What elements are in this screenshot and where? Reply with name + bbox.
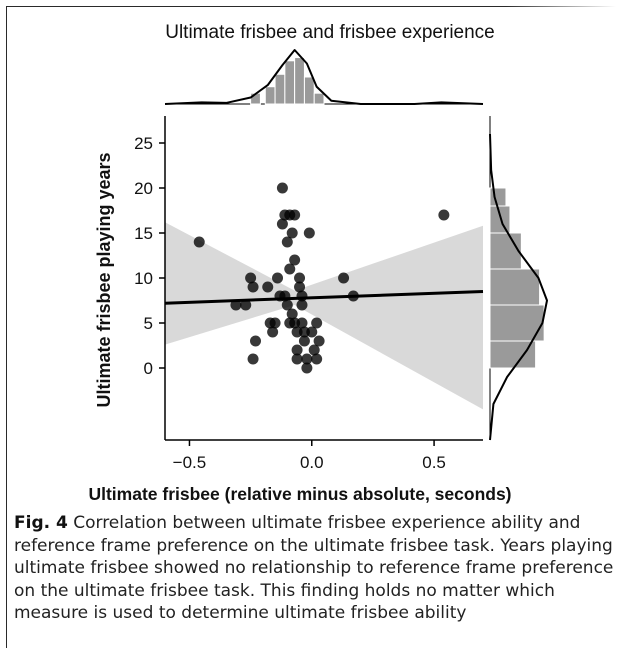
data-point bbox=[250, 335, 262, 347]
y-tick-label: 20 bbox=[134, 179, 153, 198]
x-tick-label: 0.5 bbox=[422, 453, 446, 472]
y-marginal-bar bbox=[489, 187, 507, 207]
data-point bbox=[272, 272, 284, 284]
data-point bbox=[311, 317, 323, 329]
data-point bbox=[276, 218, 288, 230]
data-point bbox=[301, 353, 313, 365]
y-axis-label: Ultimate frisbee playing years bbox=[94, 152, 114, 407]
chart-title: Ultimate frisbee and frisbee experience bbox=[165, 22, 495, 43]
y-marginal-density bbox=[489, 133, 548, 441]
data-point bbox=[281, 299, 293, 311]
x-marginal-bar bbox=[284, 60, 296, 105]
data-point bbox=[313, 335, 325, 347]
y-tick-label: 5 bbox=[144, 314, 153, 333]
x-marginal-bar bbox=[274, 73, 286, 105]
data-point bbox=[347, 290, 359, 302]
data-point bbox=[193, 236, 205, 248]
data-point bbox=[284, 263, 296, 275]
y-marginal-bar bbox=[489, 340, 537, 369]
joint-plot: 0 5 10 15 20 25 −0.5 0.0 0.5 Ultimate frisbee pl… bbox=[94, 49, 548, 472]
x-tick-label: 0.0 bbox=[300, 453, 324, 472]
x-marginal-bar bbox=[313, 92, 325, 105]
data-point bbox=[240, 299, 252, 311]
axes: 0 5 10 15 20 25 −0.5 0.0 0.5 bbox=[134, 116, 483, 472]
data-point bbox=[298, 335, 310, 347]
y-tick-label: 0 bbox=[144, 359, 153, 378]
x-marginal-bar bbox=[294, 57, 305, 105]
data-point bbox=[294, 272, 306, 284]
x-axis-label: Ultimate frisbee (relative minus absolut… bbox=[88, 484, 512, 504]
y-marginal-histogram bbox=[489, 116, 548, 441]
data-point bbox=[262, 281, 274, 293]
x-marginal-density bbox=[164, 49, 484, 105]
y-marginal-bar bbox=[489, 232, 522, 270]
data-point bbox=[291, 344, 303, 356]
regression-line bbox=[164, 290, 484, 305]
data-point bbox=[274, 290, 286, 302]
data-point bbox=[294, 281, 306, 293]
data-point bbox=[291, 353, 303, 365]
data-point bbox=[245, 272, 257, 284]
regression-line-path bbox=[164, 290, 484, 305]
data-point bbox=[276, 182, 288, 194]
y-marginal-bar bbox=[489, 268, 541, 306]
data-point bbox=[311, 353, 323, 365]
y-tick-label: 10 bbox=[134, 269, 153, 288]
data-point bbox=[301, 362, 313, 374]
y-tick-label: 15 bbox=[134, 224, 153, 243]
data-point bbox=[308, 344, 320, 356]
data-point bbox=[267, 326, 279, 338]
y-marginal-bar bbox=[489, 205, 511, 234]
figure-frame-top bbox=[6, 6, 506, 7]
y-tick-label: 25 bbox=[134, 134, 153, 153]
x-marginal-bar bbox=[303, 76, 315, 105]
data-point bbox=[438, 209, 450, 221]
data-point bbox=[281, 236, 293, 248]
data-point bbox=[306, 326, 318, 338]
data-point bbox=[230, 299, 242, 311]
data-point bbox=[338, 272, 350, 284]
figure-frame-left bbox=[6, 6, 7, 648]
data-point bbox=[303, 227, 315, 239]
data-point bbox=[286, 308, 298, 320]
data-point bbox=[289, 254, 301, 266]
data-point bbox=[247, 353, 259, 365]
data-point bbox=[296, 317, 308, 329]
caption-text: Correlation between ultimate frisbee exp… bbox=[14, 513, 614, 624]
data-point bbox=[296, 299, 308, 311]
figure-caption: Fig. 4 Correlation between ultimate fris… bbox=[14, 512, 619, 625]
confidence-band bbox=[165, 222, 483, 410]
figure-label: Fig. 4 bbox=[14, 513, 68, 533]
scatter-points bbox=[193, 182, 450, 374]
figure-frame-top-fade bbox=[506, 6, 616, 7]
data-point bbox=[289, 209, 301, 221]
x-marginal-histogram bbox=[164, 49, 484, 105]
data-point bbox=[296, 290, 308, 302]
data-point bbox=[286, 227, 298, 239]
x-marginal-bar bbox=[264, 86, 276, 105]
confidence-band-area bbox=[165, 222, 483, 410]
data-point bbox=[247, 281, 259, 293]
data-point bbox=[269, 317, 281, 329]
x-tick-label: −0.5 bbox=[173, 453, 207, 472]
